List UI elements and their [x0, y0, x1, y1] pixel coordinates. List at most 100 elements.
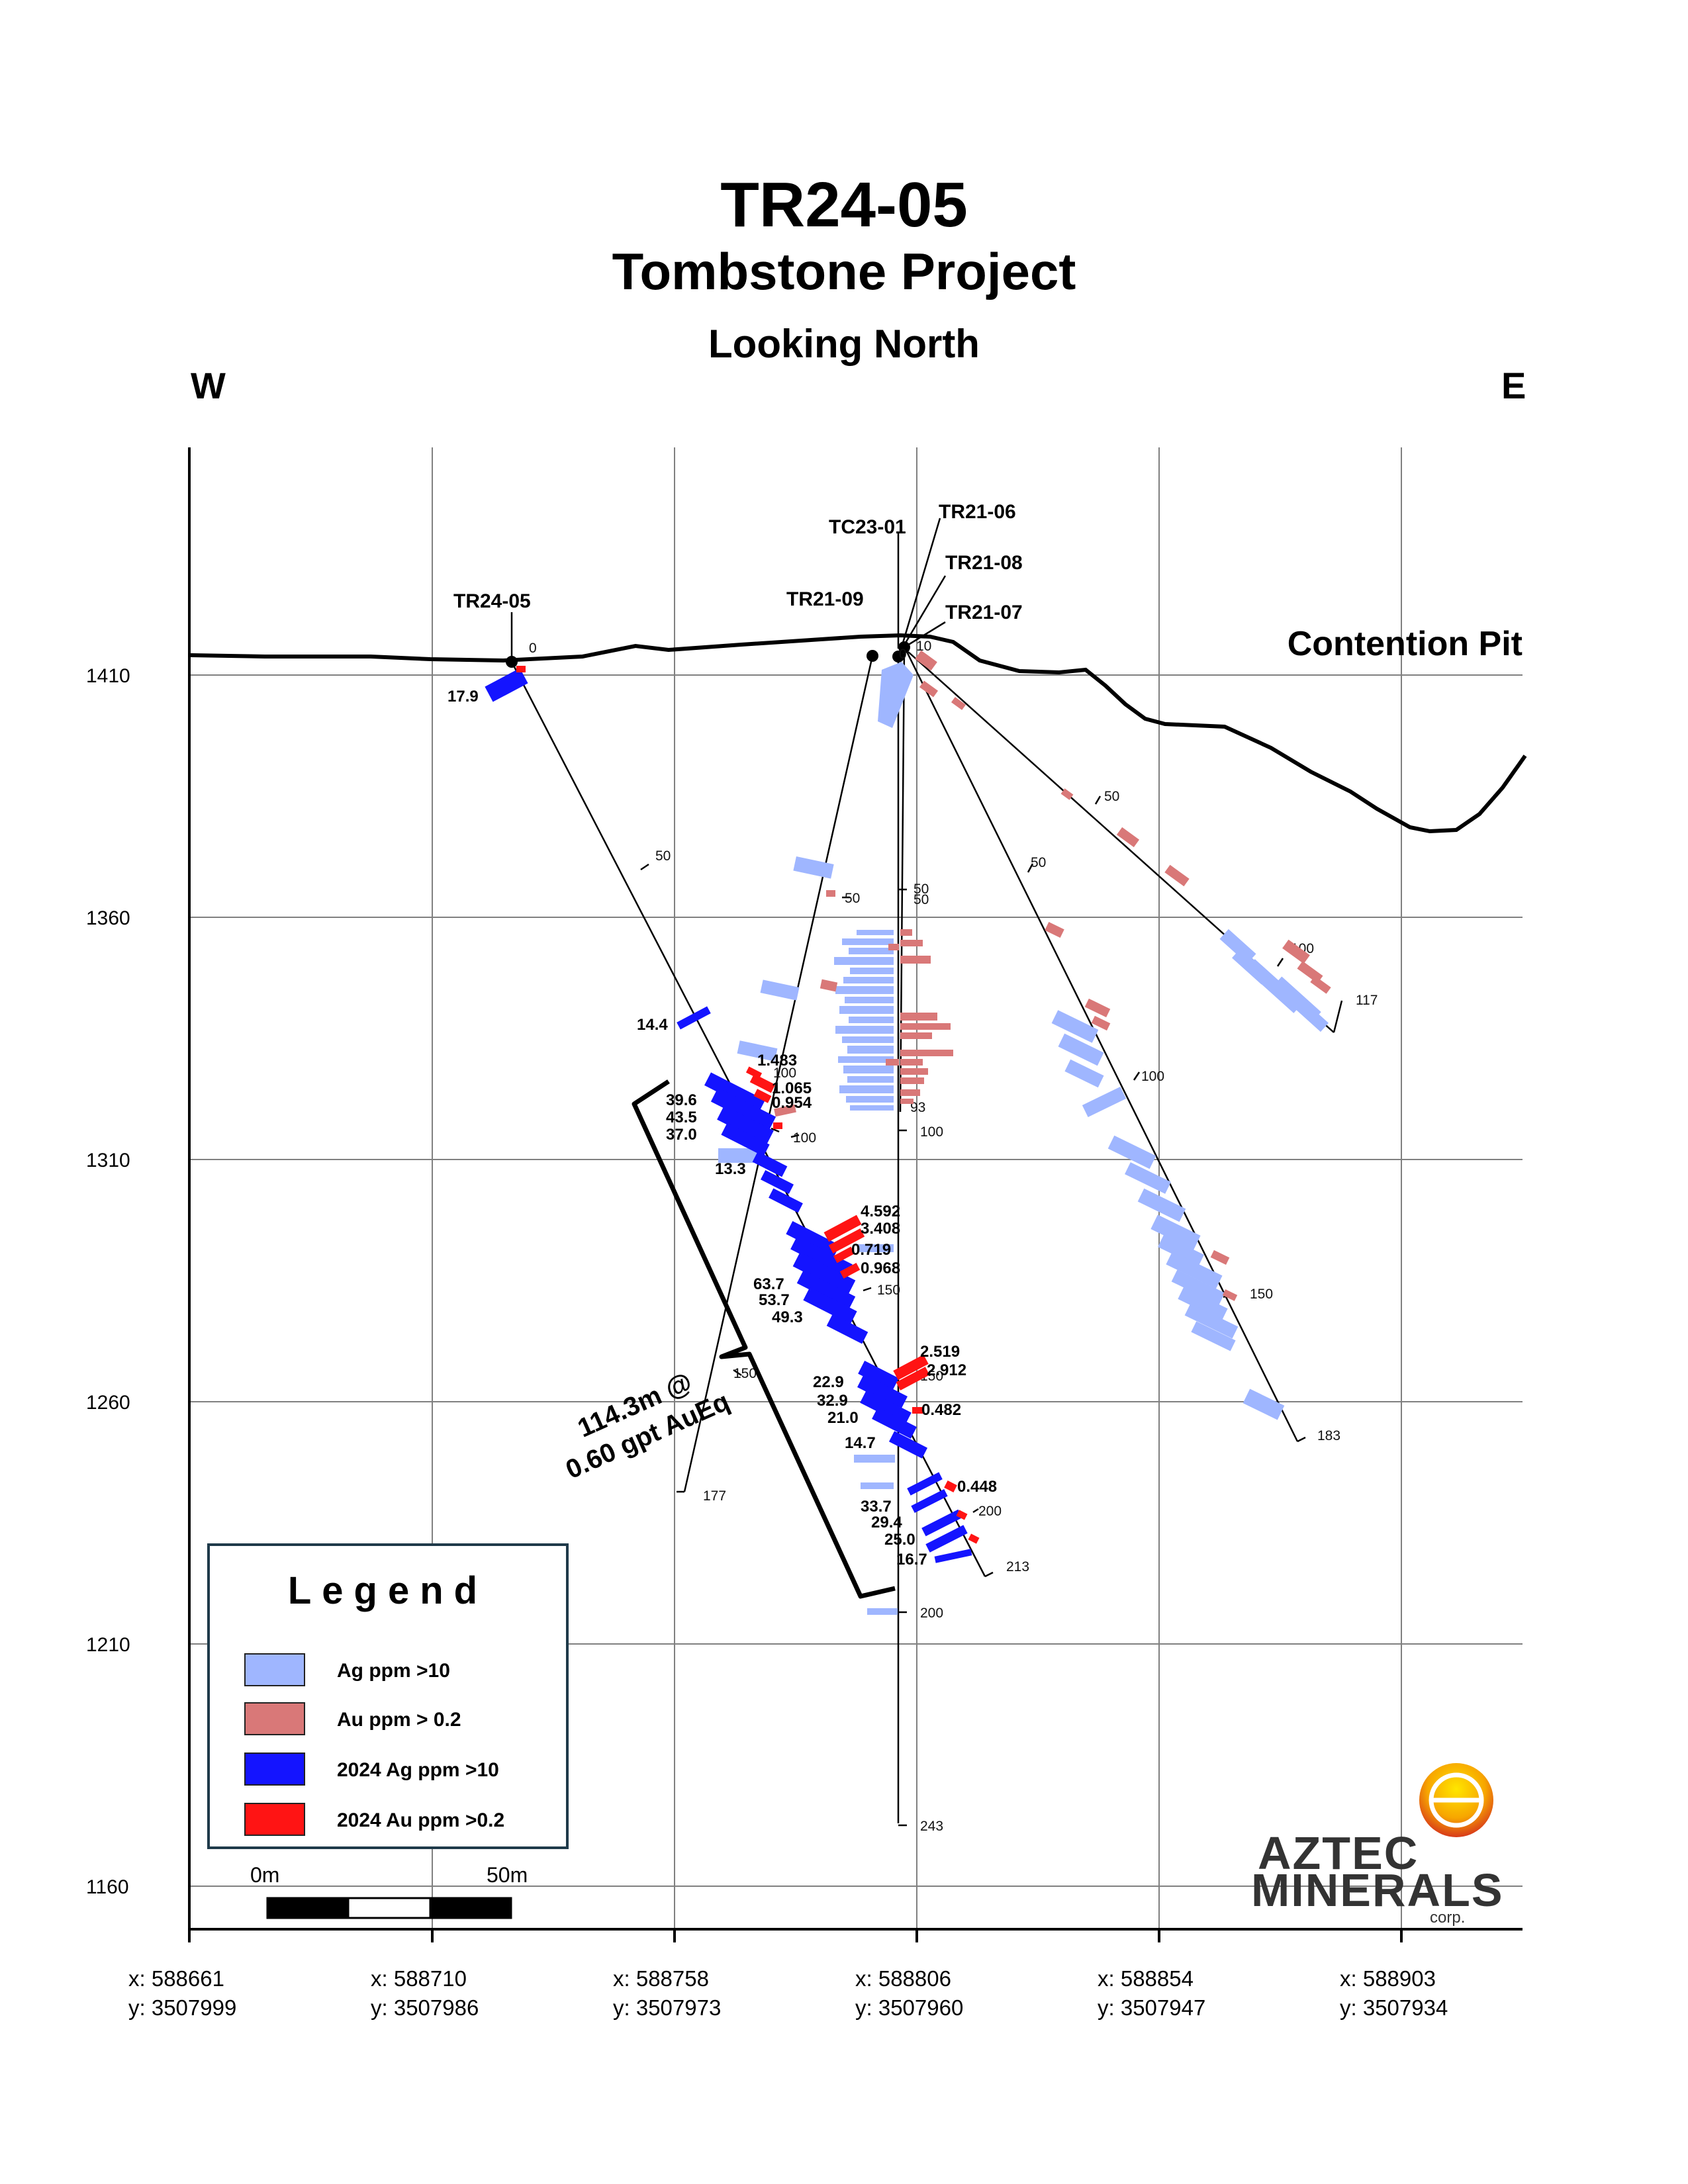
assay-label: 37.0 — [666, 1126, 697, 1144]
assay-label: 14.4 — [637, 1016, 668, 1034]
depth-label: 183 — [1317, 1428, 1340, 1443]
coordinate-label: x: 588854 y: 3507947 — [1098, 1966, 1206, 2020]
coordinate-label: x: 588661 y: 3507999 — [128, 1966, 237, 2020]
assay-label: 1.483 — [757, 1052, 797, 1069]
depth-label: 50 — [655, 848, 671, 864]
hole-label-tr21-09: TR21-09 — [786, 588, 864, 610]
hole-label-tr24-05: TR24-05 — [453, 590, 531, 612]
scale-bar — [266, 1897, 512, 1919]
assay-label: 53.7 — [759, 1291, 790, 1309]
east-label: E — [1501, 365, 1526, 406]
assay-label: 17.9 — [447, 688, 479, 705]
company-logo: AZTEC MINERALS corp. — [1251, 1754, 1503, 1927]
hole-label-tr21-06: TR21-06 — [939, 501, 1016, 523]
assay-label: 0.448 — [957, 1478, 997, 1496]
assay-label: 2.519 — [920, 1343, 960, 1361]
depth-label: 100 — [793, 1130, 816, 1146]
coordinate-label: x: 588758 y: 3507973 — [613, 1966, 722, 2020]
depth-label: 100 — [920, 1124, 943, 1140]
depth-label: 100 — [1141, 1069, 1164, 1084]
historic-ag-intervals — [718, 662, 1329, 1615]
elevation-label-1360: 1360 — [86, 907, 130, 929]
2024-ag-intervals — [485, 668, 972, 1563]
depth-label: 10 — [916, 639, 931, 654]
intercept-bracket — [632, 1079, 896, 1599]
legend-swatch — [244, 1752, 305, 1786]
depth-label: 150 — [733, 1366, 757, 1381]
logo-suffix: corp. — [1430, 1909, 1466, 1927]
assay-label: 2.912 — [927, 1361, 966, 1379]
assay-label: 49.3 — [772, 1308, 803, 1326]
depth-label: 0 — [529, 641, 537, 656]
hole-label-tc23-01: TC23-01 — [829, 516, 906, 538]
depth-label: 93 — [910, 1100, 925, 1115]
depth-label: 213 — [1006, 1559, 1029, 1574]
historic-au-intervals — [774, 650, 1331, 1301]
assay-label: 0.719 — [851, 1241, 891, 1259]
assay-label: 4.592 — [861, 1203, 900, 1220]
depth-label: 0 — [899, 647, 907, 662]
depth-label: 50 — [914, 892, 929, 907]
depth-label: 200 — [920, 1606, 943, 1621]
scale-start-label: 0m — [250, 1863, 280, 1887]
coordinate-label: x: 588806 y: 3507960 — [855, 1966, 964, 2020]
logo-text: MINERALS — [1251, 1864, 1504, 1916]
assay-label: 63.7 — [753, 1275, 784, 1293]
assay-label: 16.7 — [896, 1551, 927, 1569]
pit-label: Contention Pit — [1288, 625, 1523, 663]
assay-label: 1.065 — [772, 1079, 812, 1097]
depth-label: 200 — [978, 1504, 1002, 1519]
legend-swatch — [244, 1803, 305, 1836]
assay-label: 43.5 — [666, 1109, 697, 1126]
assay-label: 29.4 — [871, 1514, 902, 1531]
depth-label: 117 — [1356, 993, 1378, 1008]
hole-label-tr21-08: TR21-08 — [945, 552, 1023, 574]
depth-label: 177 — [703, 1488, 726, 1504]
intercept-label: 114.3m @ 0.60 gpt AuEq — [561, 1367, 733, 1485]
depth-label: 50 — [1104, 789, 1119, 804]
assay-label: 14.7 — [845, 1434, 876, 1452]
legend: Legend Ag ppm >10 Au ppm > 0.2 2024 Ag p… — [207, 1543, 569, 1849]
hole-label-tr21-07: TR21-07 — [945, 602, 1023, 623]
legend-swatch — [244, 1702, 305, 1735]
assay-label: 39.6 — [666, 1091, 697, 1109]
assay-label: 33.7 — [861, 1498, 892, 1516]
legend-label: 2024 Ag ppm >10 — [337, 1759, 499, 1781]
depth-label: 150 — [1250, 1287, 1273, 1302]
project-name: Tombstone Project — [612, 242, 1076, 300]
assay-label: 21.0 — [827, 1409, 859, 1427]
drill-traces — [510, 518, 1343, 1827]
assay-label: 0.954 — [772, 1094, 812, 1112]
section-title: TR24-05 — [720, 169, 968, 240]
topography-line — [190, 633, 1527, 834]
2024-au-intervals — [516, 666, 980, 1544]
legend-swatch — [244, 1653, 305, 1686]
depth-label: 100 — [773, 1066, 796, 1081]
view-direction: Looking North — [708, 322, 980, 366]
west-label: W — [191, 365, 226, 406]
assay-label: 0.968 — [861, 1259, 900, 1277]
depth-label: 150 — [877, 1283, 900, 1298]
elevation-label-1310: 1310 — [86, 1150, 130, 1171]
elevation-label-1410: 1410 — [86, 665, 130, 687]
elevation-label-1210: 1210 — [86, 1634, 130, 1656]
assay-label: 32.9 — [817, 1392, 848, 1410]
assay-label: 25.0 — [884, 1531, 915, 1549]
assay-label: 3.408 — [861, 1220, 900, 1238]
legend-label: Ag ppm >10 — [337, 1660, 450, 1682]
depth-label: 243 — [920, 1819, 943, 1834]
coordinate-label: x: 588710 y: 3507986 — [371, 1966, 479, 2020]
assay-label: 0.482 — [921, 1401, 961, 1419]
logo-text: AZTEC — [1258, 1827, 1419, 1879]
coordinate-label: x: 588903 y: 3507934 — [1340, 1966, 1448, 2020]
legend-title: Legend — [287, 1569, 489, 1612]
depth-label: 50 — [1031, 855, 1046, 870]
depth-label: 50 — [914, 882, 929, 897]
elevation-label-1260: 1260 — [86, 1392, 130, 1414]
assay-label: 13.3 — [715, 1160, 746, 1178]
legend-label: Au ppm > 0.2 — [337, 1709, 461, 1731]
scale-end-label: 50m — [487, 1863, 528, 1887]
legend-label: 2024 Au ppm >0.2 — [337, 1809, 505, 1831]
frame-axes — [188, 447, 1523, 1942]
